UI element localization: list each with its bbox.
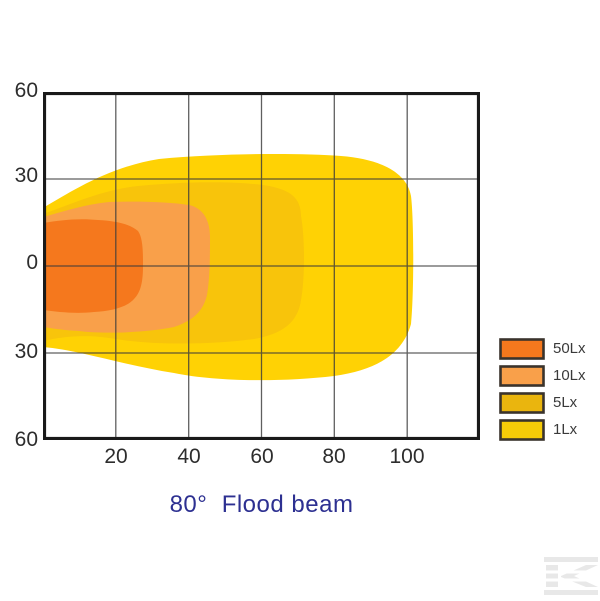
- legend-label-5lx: 5Lx: [553, 394, 578, 411]
- legend-label-50lx: 50Lx: [553, 340, 586, 357]
- chart-title: 80° Flood beam: [169, 491, 354, 518]
- legend-item-50lx: 50Lx: [499, 338, 586, 360]
- legend-label-10lx: 10Lx: [553, 367, 586, 384]
- y-tick-0: 0: [26, 251, 38, 274]
- x-tick-60: 60: [250, 445, 274, 468]
- legend-swatch-5lx-icon: [499, 392, 545, 414]
- x-tick-80: 80: [322, 445, 346, 468]
- x-tick-20: 20: [104, 445, 128, 468]
- legend-item-5lx: 5Lx: [499, 392, 586, 414]
- legend-label-1lx: 1Lx: [553, 421, 578, 438]
- x-tick-100: 100: [389, 445, 425, 468]
- legend-item-1lx: 1Lx: [499, 419, 586, 441]
- y-tick-60-top: 60: [14, 79, 38, 102]
- legend-swatch-1lx-icon: [499, 419, 545, 441]
- legend-swatch-50lx-icon: [499, 338, 545, 360]
- kramp-logo-watermark-icon: [544, 556, 598, 601]
- plot-area: [43, 92, 480, 440]
- y-tick-30-bottom: 30: [14, 340, 38, 363]
- legend-swatch-10lx-icon: [499, 365, 545, 387]
- y-tick-60-bottom: 60: [14, 428, 38, 451]
- plot-border: [43, 92, 480, 440]
- legend: 50Lx 10Lx 5Lx 1Lx: [499, 338, 586, 441]
- legend-item-10lx: 10Lx: [499, 365, 586, 387]
- y-tick-30-top: 30: [14, 164, 38, 187]
- x-tick-40: 40: [177, 445, 201, 468]
- gridlines: [43, 92, 480, 440]
- plot-canvas: [43, 92, 480, 440]
